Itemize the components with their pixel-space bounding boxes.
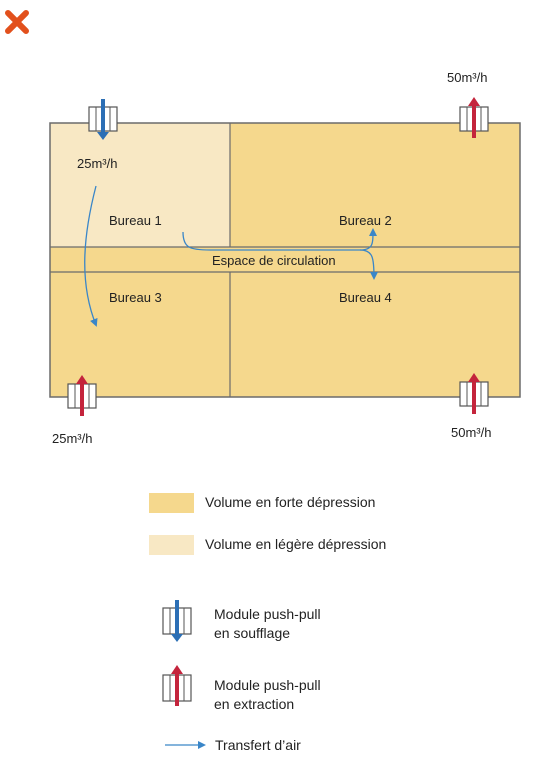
flow-bottom-left: 25m³/h xyxy=(52,431,93,446)
close-icon[interactable] xyxy=(4,9,30,35)
room-bureau-3 xyxy=(50,272,230,397)
air-transfer-arrow-b1-b3 xyxy=(84,185,98,327)
label-circulation: Espace de circulation xyxy=(212,253,336,268)
extract-module-bottom-right xyxy=(459,373,489,414)
room-circulation xyxy=(50,247,520,272)
room-bureau-1 xyxy=(50,123,230,247)
legend-swatch-light xyxy=(149,535,194,555)
flow-bottom-right: 50m³/h xyxy=(451,425,492,440)
label-bureau-4: Bureau 4 xyxy=(339,290,392,305)
legend-supply-module-icon xyxy=(162,600,192,642)
room-bureau-4 xyxy=(230,272,520,397)
legend-extract-line1: Module push-pull xyxy=(214,677,321,693)
room-bureau-2 xyxy=(230,123,520,247)
legend-supply-line2: en soufflage xyxy=(214,625,291,641)
label-bureau-1: Bureau 1 xyxy=(109,213,162,228)
legend-extract-module-icon xyxy=(162,665,192,706)
air-transfer-arrow-to-b4 xyxy=(359,249,378,280)
legend-supply-line1: Module push-pull xyxy=(214,606,321,622)
air-transfer-arrow-to-b2 xyxy=(182,228,377,251)
outer-wall xyxy=(49,122,521,398)
flow-top-right: 50m³/h xyxy=(447,70,488,85)
supply-module-top-left xyxy=(88,99,118,140)
close-button[interactable] xyxy=(4,9,30,35)
legend-extract-line2: en extraction xyxy=(214,696,295,712)
label-bureau-3: Bureau 3 xyxy=(109,290,162,305)
legend-light-label: Volume en légère dépression xyxy=(205,536,387,552)
legend-strong-label: Volume en forte dépression xyxy=(205,494,376,510)
legend-swatch-strong xyxy=(149,493,194,513)
flow-top-left: 25m³/h xyxy=(77,156,118,171)
legend-transfer-label: Transfert d’air xyxy=(215,737,301,753)
label-bureau-2: Bureau 2 xyxy=(339,213,392,228)
extract-module-bottom-left xyxy=(67,375,97,416)
extract-module-top-right xyxy=(459,97,489,138)
